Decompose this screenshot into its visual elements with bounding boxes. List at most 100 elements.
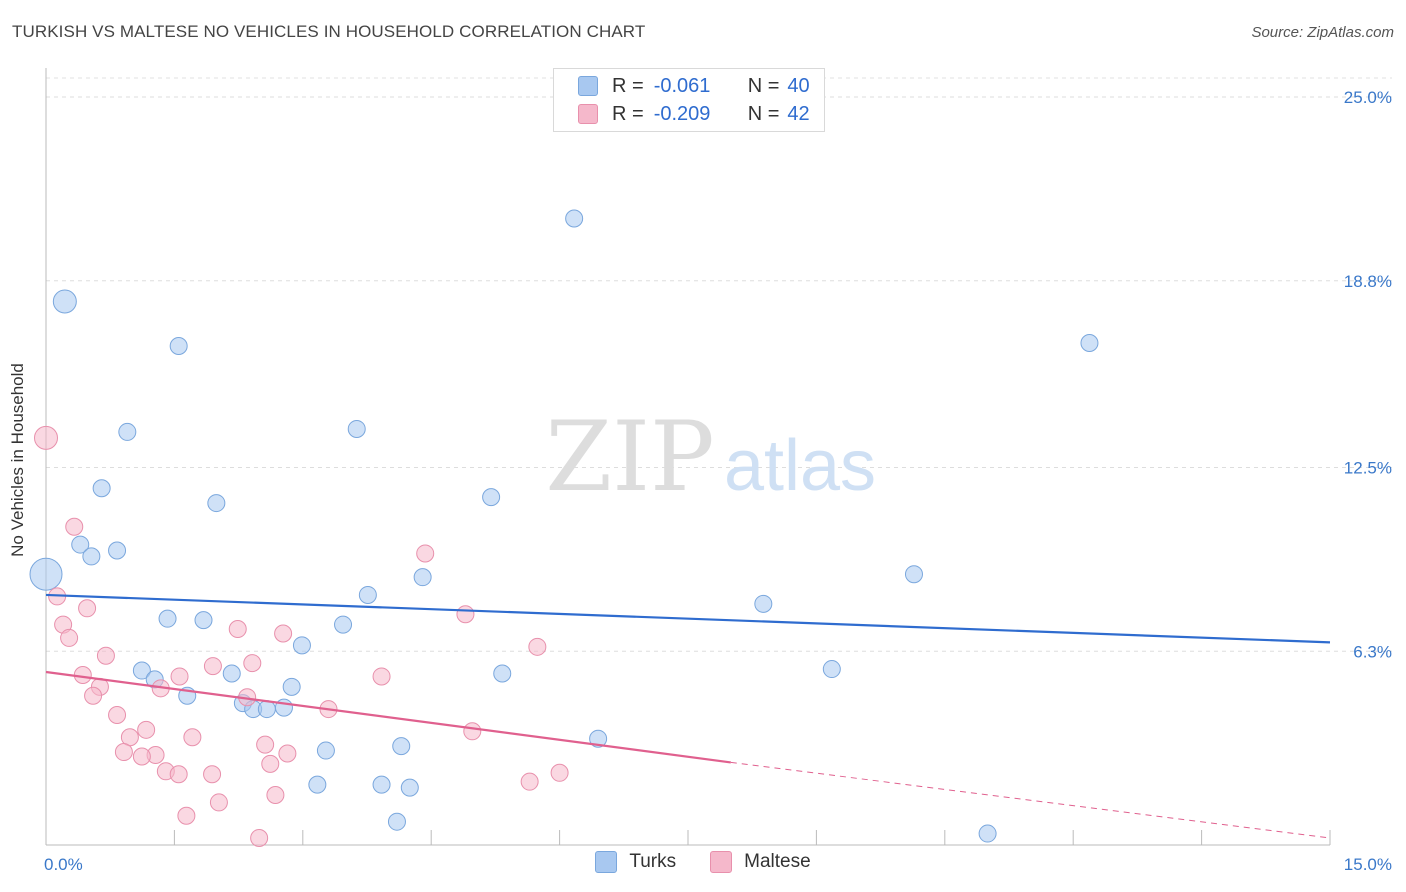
source-label: Source: ZipAtlas.com — [1251, 24, 1394, 41]
maltese-r-label: R = — [612, 102, 644, 125]
maltese-swatch — [578, 104, 598, 124]
correlation-legend: R = -0.061 N = 40 R = -0.209 N = 42 — [553, 68, 825, 132]
maltese-point-13 — [203, 657, 222, 676]
turks-point-5 — [71, 535, 90, 554]
maltese-point-29 — [278, 744, 297, 763]
turks-point-21 — [132, 661, 151, 680]
maltese-point-9 — [274, 624, 293, 643]
turks-r-value: -0.061 — [653, 74, 711, 97]
y-tick-label-3: 25.0% — [1344, 88, 1392, 107]
maltese-point-16 — [372, 667, 391, 686]
maltese-point-34 — [169, 765, 188, 784]
maltese-point-37 — [520, 772, 539, 791]
turks-point-24 — [493, 664, 512, 683]
turks-point-30 — [257, 700, 276, 719]
turks-point-9 — [565, 209, 584, 228]
maltese-point-19 — [84, 686, 103, 705]
turks-r-label: R = — [612, 74, 644, 97]
turks-point-26 — [282, 677, 301, 696]
chart-title: TURKISH VS MALTESE NO VEHICLES IN HOUSEH… — [12, 22, 646, 41]
turks-point-18 — [194, 611, 213, 630]
maltese-trend-extension — [730, 761, 1331, 839]
turks-point-0 — [29, 557, 63, 591]
x-tick-label-1: 15.0% — [1344, 855, 1392, 874]
maltese-point-31 — [132, 747, 151, 766]
turks-point-32 — [589, 729, 608, 748]
maltese-point-7 — [456, 605, 475, 624]
series-legend: Turks Maltese — [0, 851, 1406, 873]
maltese-series — [34, 425, 569, 847]
y-tick-label-2: 18.8% — [1344, 272, 1392, 291]
turks-point-23 — [222, 664, 241, 683]
y-tick-label-1: 12.5% — [1344, 459, 1392, 478]
turks-point-20 — [292, 636, 311, 655]
turks-point-7 — [108, 541, 127, 560]
turks-point-19 — [334, 615, 353, 634]
maltese-point-1 — [65, 517, 84, 536]
maltese-point-32 — [261, 754, 280, 773]
maltese-point-23 — [137, 720, 156, 739]
maltese-point-24 — [463, 722, 482, 741]
maltese-point-3 — [78, 599, 97, 618]
maltese-point-22 — [108, 705, 127, 724]
maltese-point-14 — [73, 665, 92, 684]
turks-point-15 — [358, 585, 377, 604]
turks-point-16 — [754, 594, 773, 613]
turks-trend-line — [45, 593, 1331, 644]
x-tick-label-0: 0.0% — [44, 855, 83, 874]
y-tick-label-0: 6.3% — [1353, 642, 1392, 661]
maltese-point-35 — [203, 765, 222, 784]
turks-point-10 — [1080, 334, 1099, 353]
legend-turks-swatch — [595, 851, 618, 873]
legend-item-maltese[interactable]: Maltese — [710, 851, 811, 873]
maltese-point-15 — [170, 667, 189, 686]
turks-point-3 — [118, 422, 137, 441]
turks-point-6 — [82, 547, 101, 566]
maltese-point-39 — [209, 793, 228, 812]
maltese-point-6 — [416, 544, 435, 563]
maltese-point-5 — [60, 628, 79, 647]
turks-n-label: N = — [747, 74, 780, 97]
legend-row-maltese: R = -0.209 N = 42 — [578, 102, 810, 126]
y-axis-label: No Vehicles in Household — [8, 363, 27, 557]
maltese-trend-line — [45, 670, 731, 764]
turks-swatch — [578, 76, 598, 96]
maltese-n-label: N = — [747, 102, 780, 125]
turks-point-39 — [978, 824, 997, 843]
turks-n-value: 40 — [787, 74, 810, 97]
maltese-point-11 — [96, 646, 115, 665]
turks-point-2 — [169, 336, 188, 355]
legend-item-turks[interactable]: Turks — [595, 851, 676, 873]
watermark: ZIP atlas — [545, 401, 876, 513]
turks-point-8 — [207, 494, 226, 513]
legend-maltese-swatch — [710, 851, 733, 873]
trend-lines — [45, 593, 1331, 839]
turks-point-13 — [413, 568, 432, 587]
watermark-zip: ZIP — [545, 401, 714, 513]
maltese-point-41 — [250, 829, 269, 847]
grid-layer — [46, 77, 1392, 652]
maltese-point-38 — [266, 786, 285, 805]
watermark-atlas: atlas — [724, 426, 876, 506]
turks-point-12 — [482, 488, 501, 507]
turks-series — [29, 209, 1099, 843]
turks-point-4 — [92, 479, 111, 498]
maltese-n-value: 42 — [787, 102, 810, 125]
maltese-point-10 — [528, 637, 547, 656]
turks-point-33 — [392, 737, 411, 756]
maltese-point-28 — [114, 743, 133, 762]
maltese-point-36 — [550, 763, 569, 782]
turks-point-14 — [904, 565, 923, 584]
turks-point-36 — [372, 775, 391, 794]
maltese-point-12 — [243, 654, 262, 673]
tick-labels: 6.3% 12.5% 18.8% 25.0% 0.0% 15.0% — [44, 88, 1392, 874]
turks-point-17 — [158, 609, 177, 628]
legend-maltese-label: Maltese — [744, 851, 811, 872]
legend-turks-label: Turks — [629, 851, 677, 872]
turks-point-37 — [400, 778, 419, 797]
legend-row-turks: R = -0.061 N = 40 — [578, 74, 810, 98]
turks-point-34 — [316, 741, 335, 760]
maltese-point-8 — [228, 620, 247, 639]
maltese-point-0 — [34, 425, 58, 450]
